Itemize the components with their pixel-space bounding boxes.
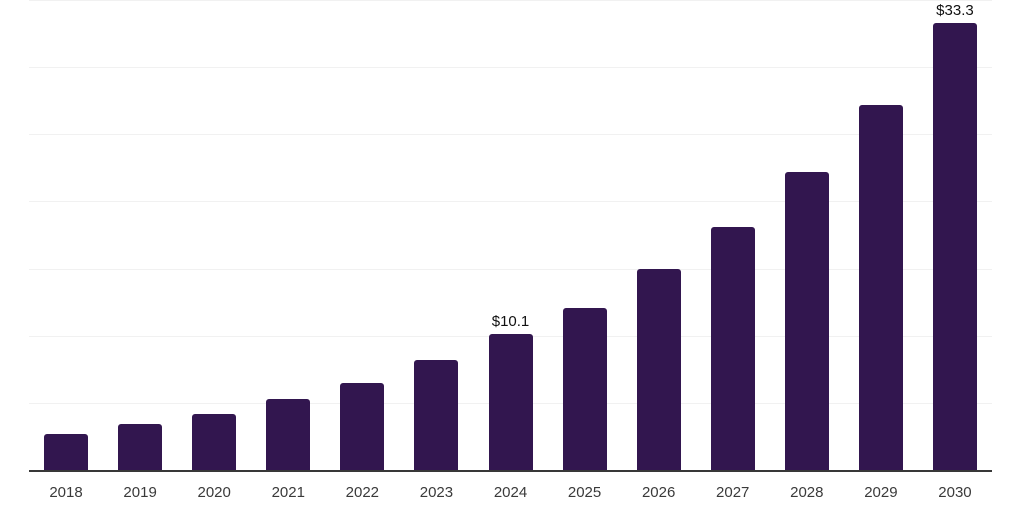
bar-2026: [636, 268, 681, 470]
x-tick-2026: 2026: [641, 484, 676, 501]
value-label-2024: $10.1: [491, 313, 530, 331]
x-tick-2028: 2028: [790, 484, 824, 501]
x-tick-2030: 2030: [938, 484, 972, 501]
bar-2018: [44, 433, 89, 470]
x-tick-2020: 2020: [197, 484, 231, 501]
x-tick-2027: 2027: [716, 484, 750, 501]
gridline-30: [29, 67, 992, 69]
bar-2025: [562, 307, 607, 470]
bar-2021: [266, 398, 311, 470]
x-tick-2021: 2021: [271, 484, 305, 501]
x-tick-2018: 2018: [49, 484, 83, 501]
x-tick-2023: 2023: [419, 484, 454, 501]
x-tick-2022: 2022: [345, 484, 380, 501]
bar-2019: [118, 424, 163, 470]
value-label-2030: $33.3: [936, 1, 974, 19]
plot-area: $10.1 $33.3: [29, 0, 992, 472]
bar-2030: [932, 22, 977, 470]
gridline-20: [29, 201, 992, 203]
bar-2022: [340, 382, 385, 470]
bar-2028: [784, 171, 829, 470]
gridline-15: [29, 268, 992, 270]
x-tick-2029: 2029: [864, 484, 898, 501]
x-tick-2025: 2025: [567, 484, 602, 501]
bar-2027: [710, 226, 755, 470]
bar-2024: [488, 334, 533, 470]
x-axis-labels: 2018 2019 2020 2021 2022 2023 2024 2025 2026 2027…: [29, 485, 992, 507]
bar-2020: [192, 413, 237, 470]
bar-2029: [858, 104, 903, 470]
gridline-35: [29, 0, 992, 1]
x-tick-2019: 2019: [123, 484, 157, 501]
x-tick-2024: 2024: [493, 484, 528, 501]
gridline-25: [29, 134, 992, 136]
bar-2023: [414, 359, 459, 470]
